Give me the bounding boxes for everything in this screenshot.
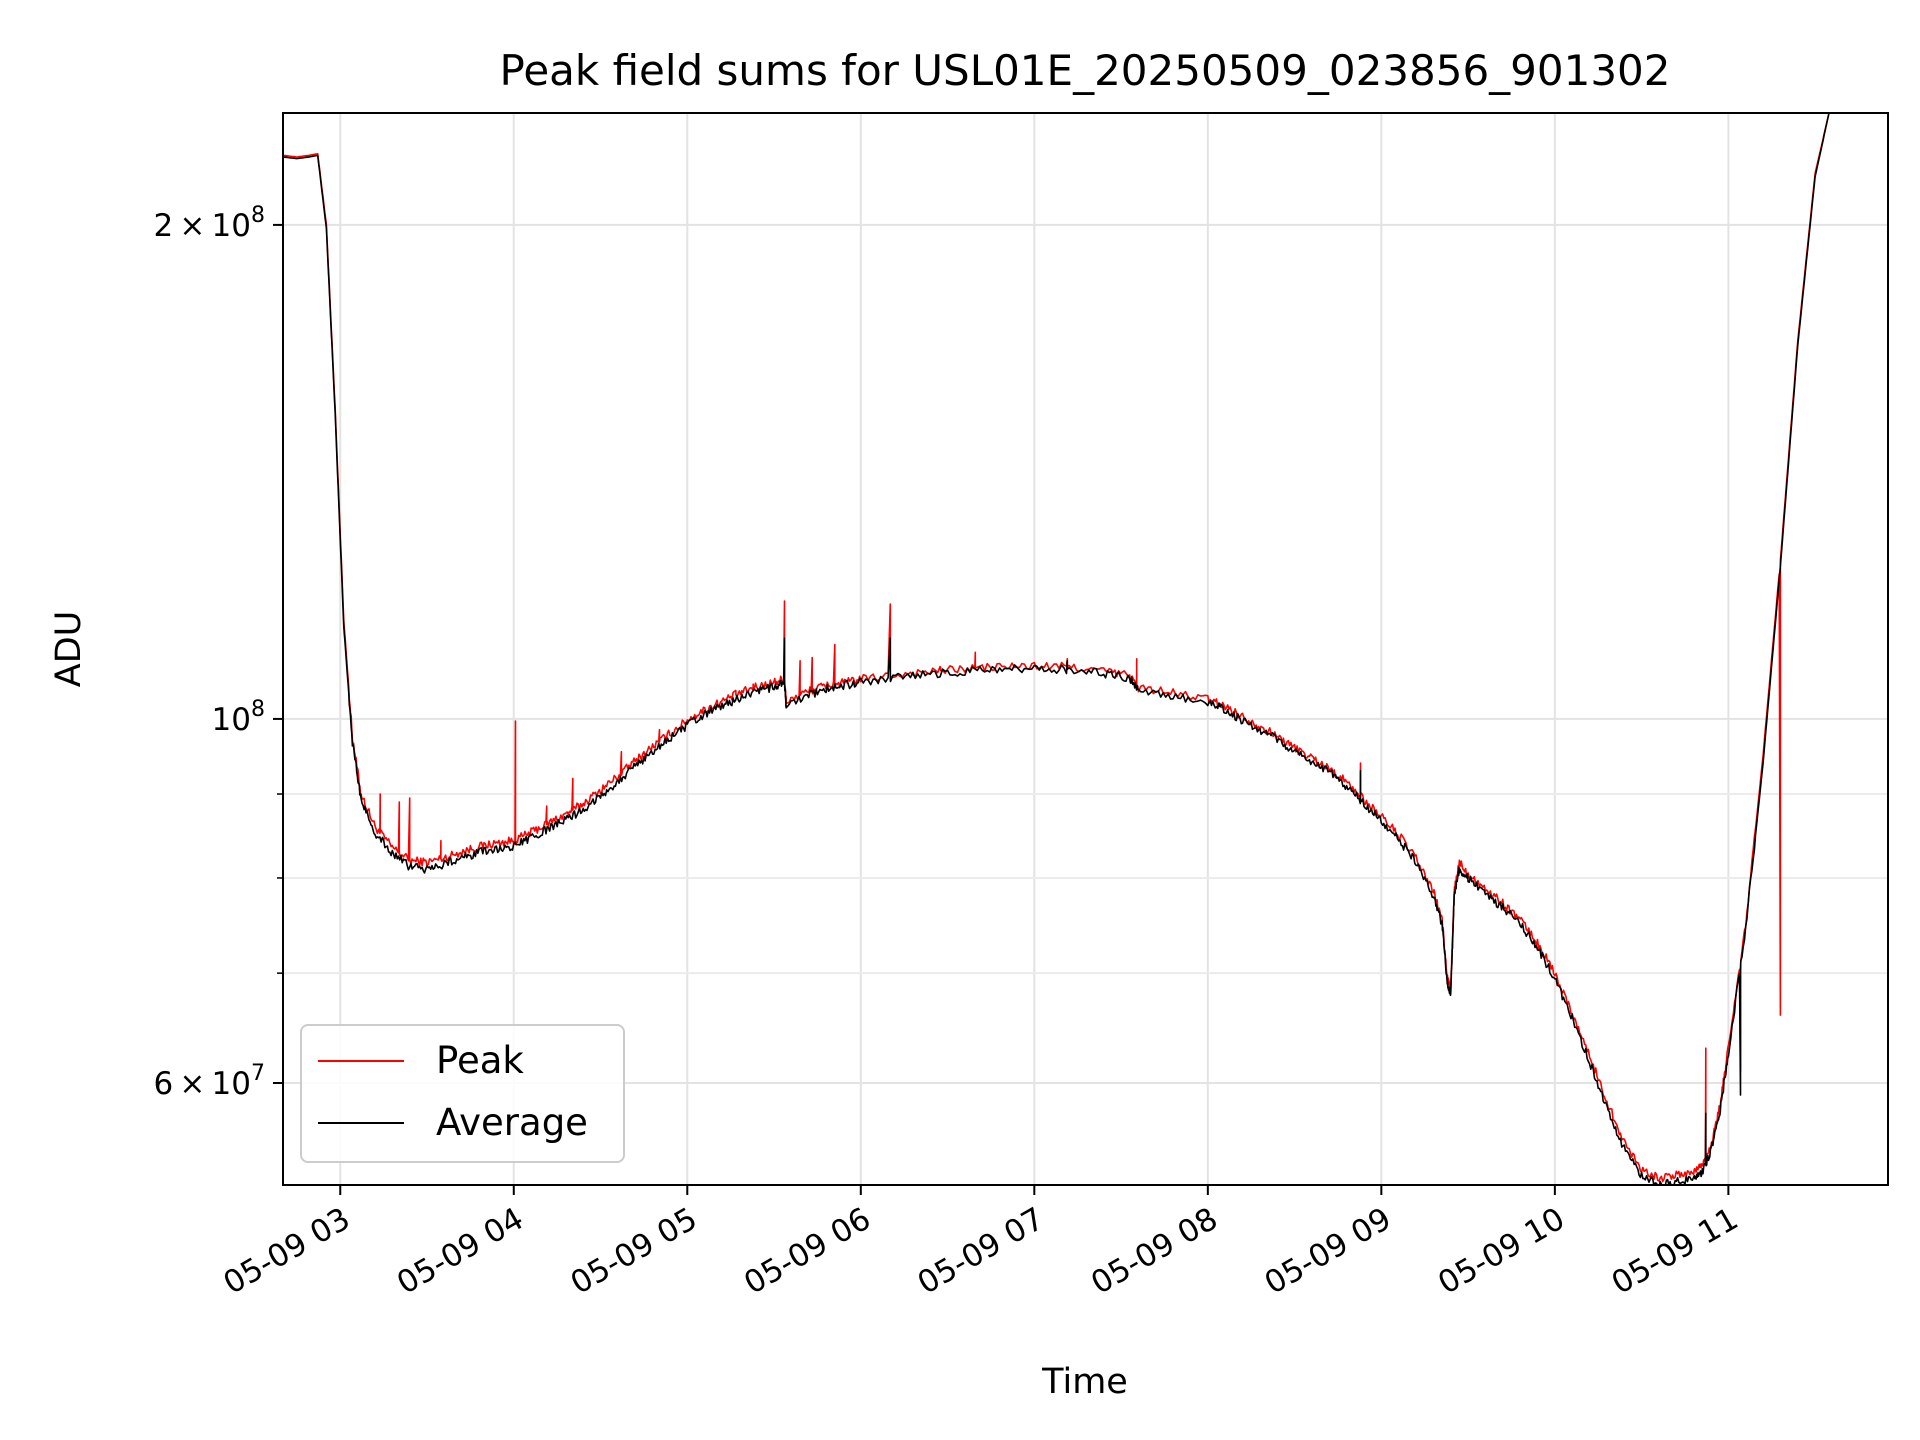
y-tick-label: 6 × 107 (153, 1061, 265, 1102)
legend-label-average: Average (436, 1101, 588, 1144)
y-axis-title: ADU (49, 611, 89, 688)
chart-title: Peak field sums for USL01E_20250509_0238… (499, 46, 1670, 95)
y-tick-label: 108 (212, 697, 265, 738)
plot-frame (282, 112, 1889, 1186)
y-tick-label: 2 × 108 (153, 203, 265, 244)
x-axis-title: Time (1041, 1362, 1128, 1402)
legend-label-peak: Peak (436, 1039, 524, 1082)
series-line-peak (283, 113, 1830, 1183)
series-line-average (283, 113, 1830, 1185)
legend: Peak Average (300, 1024, 625, 1163)
legend-box (300, 1024, 625, 1163)
plot-series (283, 113, 1830, 1185)
